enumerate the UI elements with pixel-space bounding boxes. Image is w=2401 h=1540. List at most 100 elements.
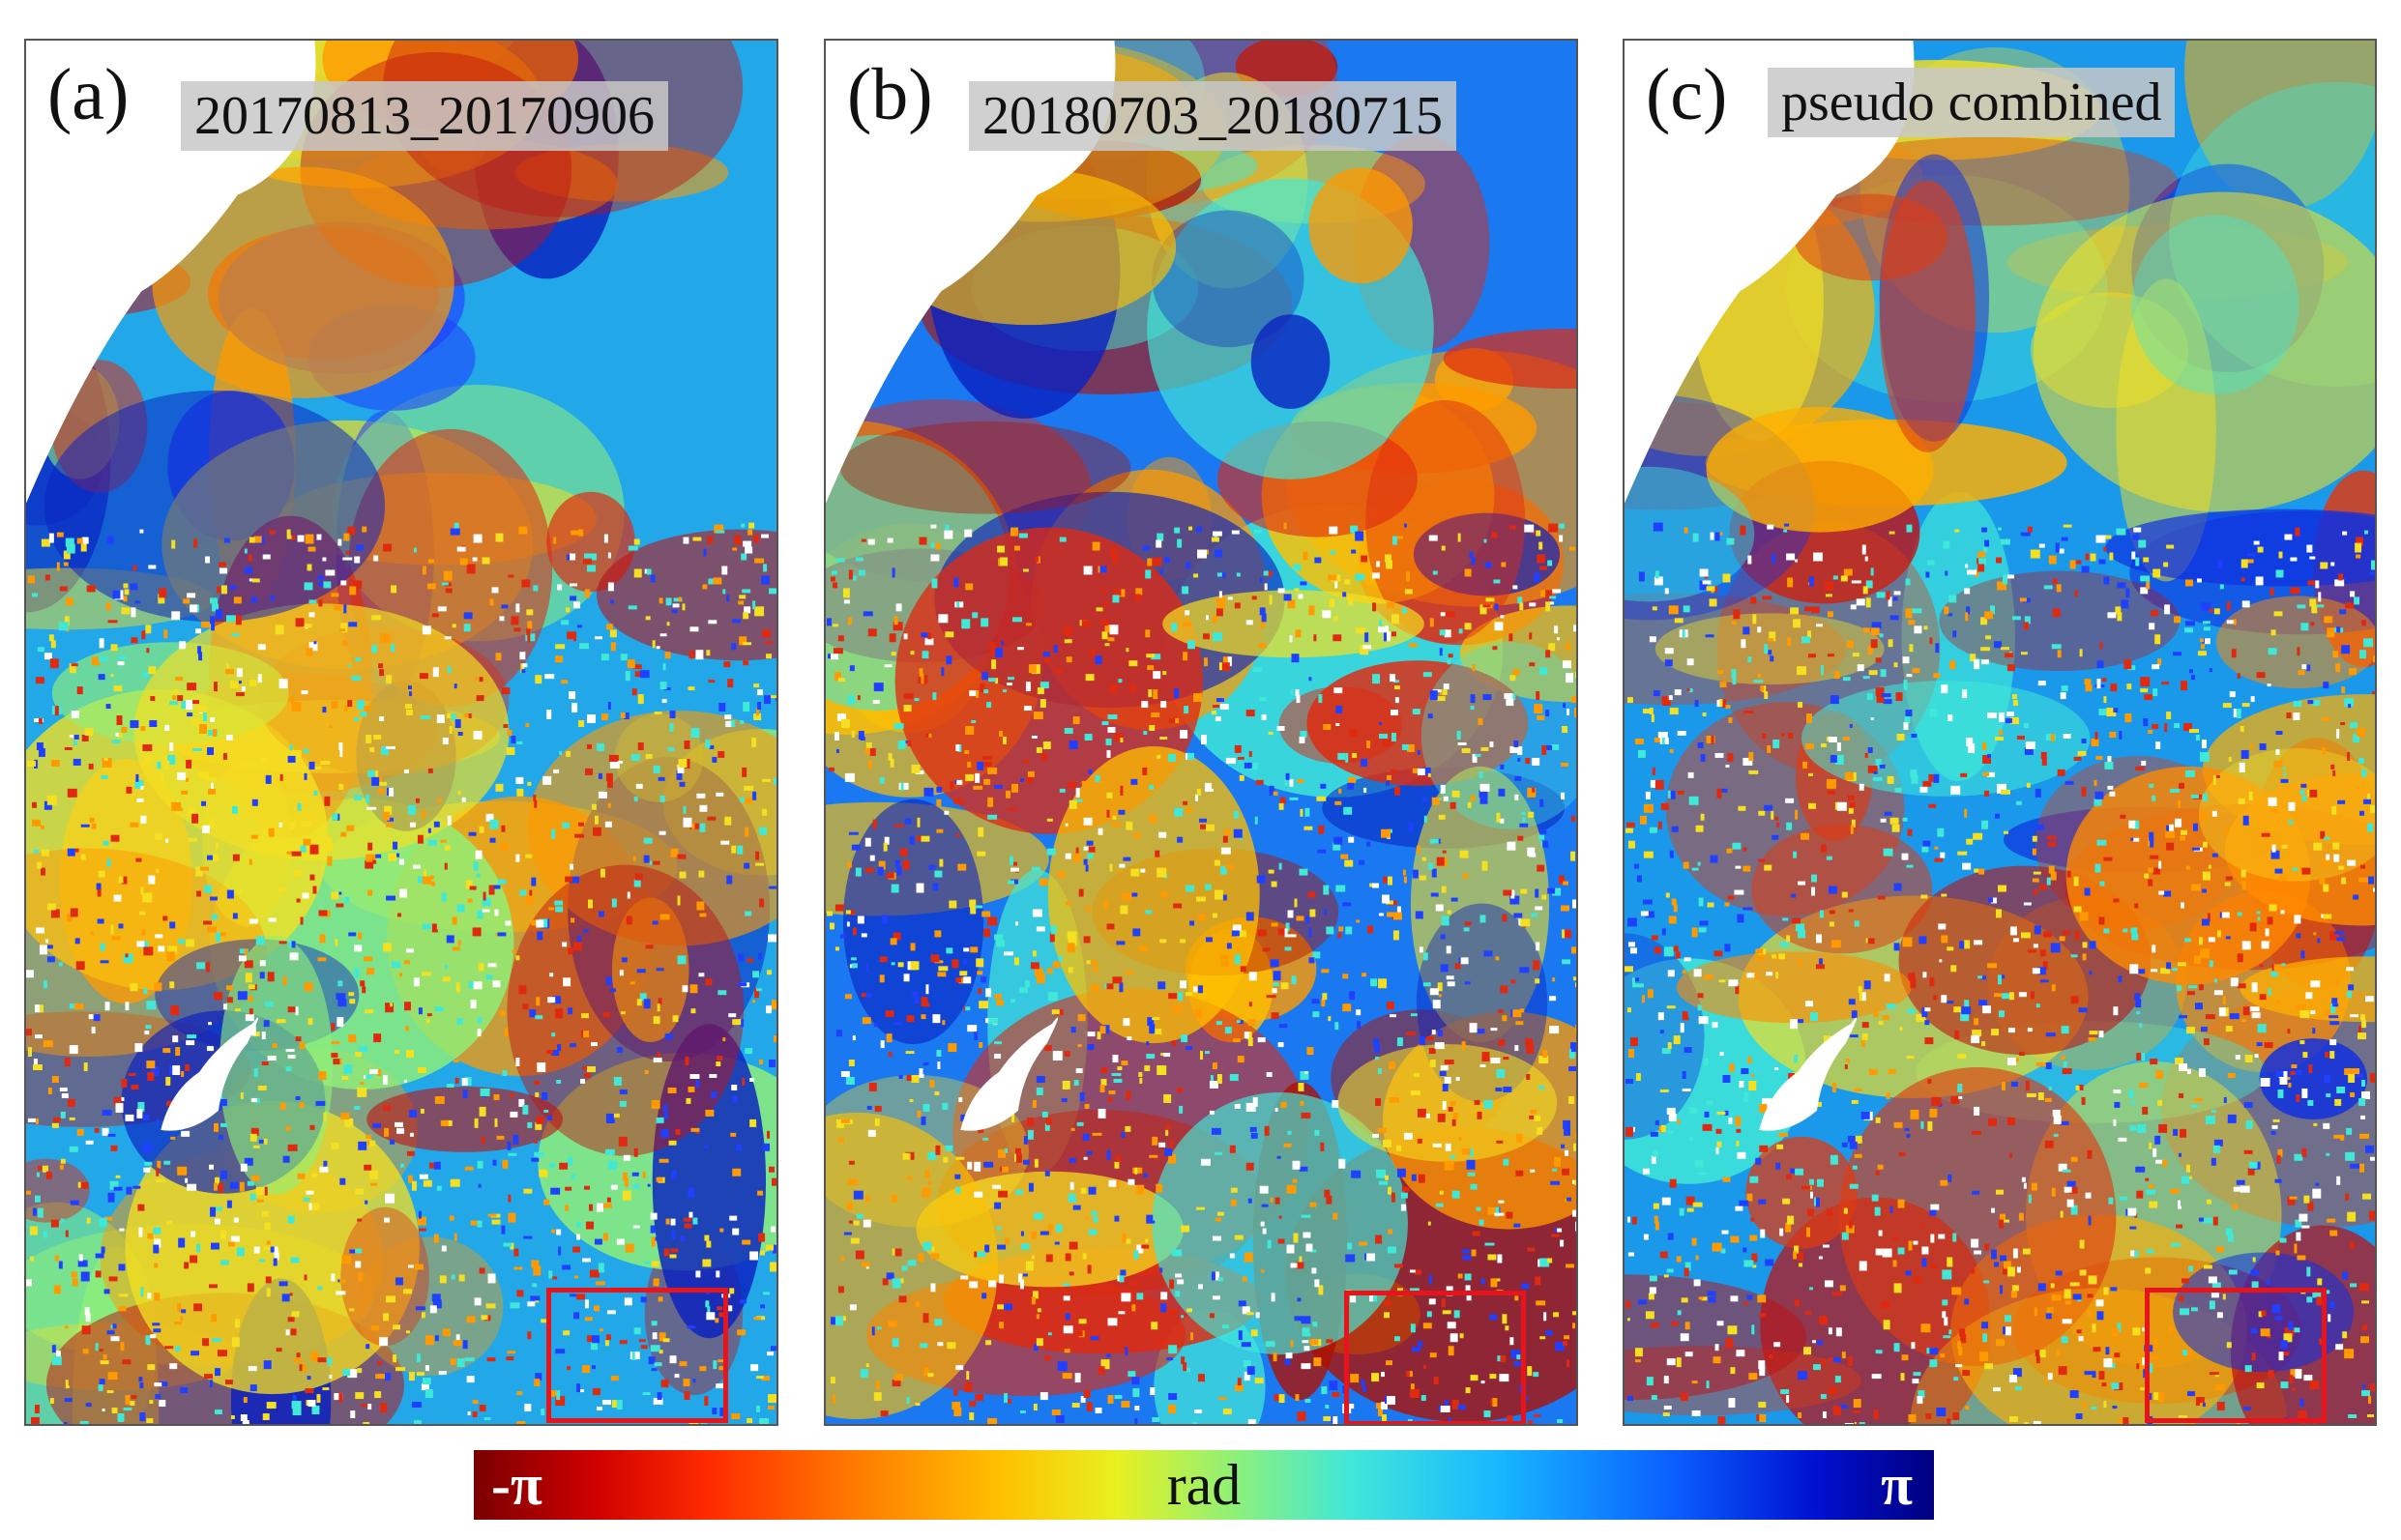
speckle (1385, 1175, 1389, 1180)
speckle (1458, 1136, 1462, 1141)
speckle (2248, 791, 2253, 800)
speckle (1962, 1370, 1971, 1377)
speckle (1082, 1253, 1087, 1260)
speckle (739, 595, 747, 599)
speckle (331, 1273, 336, 1282)
speckle (2213, 978, 2217, 983)
speckle (1381, 1402, 1389, 1410)
speckle (400, 1163, 404, 1168)
speckle (691, 823, 695, 829)
speckle (1036, 1087, 1043, 1095)
speckle (1087, 1032, 1096, 1037)
speckle (1725, 764, 1730, 768)
speckle (215, 609, 222, 620)
phase-blob (507, 864, 745, 1156)
speckle (1922, 840, 1931, 847)
speckle (1941, 995, 1947, 1003)
speckle (139, 529, 144, 534)
speckle (2299, 1040, 2305, 1045)
speckle (1410, 1090, 1420, 1095)
speckle (122, 1359, 132, 1365)
speckle (1100, 1359, 1110, 1370)
speckle (2051, 1187, 2056, 1197)
speckle (2312, 1422, 2318, 1424)
speckle (917, 817, 921, 828)
speckle (73, 740, 77, 745)
speckle (2051, 984, 2056, 992)
speckle (627, 891, 630, 899)
speckle (1559, 535, 1564, 542)
speckle (2237, 912, 2242, 916)
speckle (311, 1173, 318, 1177)
speckle (1141, 1244, 1150, 1249)
speckle (1898, 1151, 1906, 1156)
speckle (2307, 1099, 2314, 1106)
speckle (466, 1316, 476, 1323)
speckle (1219, 572, 1226, 578)
speckle (602, 1203, 612, 1208)
speckle (1106, 983, 1114, 990)
speckle (923, 787, 934, 797)
speckle (1426, 1311, 1432, 1318)
speckle (1264, 1125, 1270, 1136)
speckle (1304, 807, 1310, 817)
speckle (1680, 1333, 1689, 1342)
speckle (1506, 1211, 1513, 1219)
speckle (266, 1402, 277, 1409)
speckle (1326, 1339, 1333, 1344)
speckle (1674, 689, 1682, 696)
speckle (1156, 1183, 1163, 1193)
speckle (1661, 696, 1671, 707)
speckle (409, 822, 416, 828)
speckle (37, 1004, 44, 1013)
speckle (2229, 1013, 2240, 1020)
speckle (95, 1270, 102, 1278)
speckle (2240, 749, 2249, 759)
speckle (196, 962, 206, 970)
speckle (1204, 782, 1212, 792)
speckle (570, 863, 574, 870)
speckle (945, 631, 954, 638)
speckle (2306, 1296, 2313, 1303)
speckle (309, 874, 315, 881)
speckle (619, 1340, 628, 1345)
speckle (1455, 1077, 1460, 1081)
speckle (1348, 776, 1357, 783)
speckle (474, 1118, 479, 1128)
speckle (501, 1225, 506, 1235)
speckle (2101, 1382, 2107, 1387)
speckle (431, 923, 437, 933)
speckle (605, 1113, 614, 1123)
speckle (927, 1151, 937, 1160)
speckle (1047, 1332, 1052, 1336)
speckle (1934, 846, 1939, 850)
speckle (2359, 1163, 2365, 1173)
speckle (731, 845, 737, 854)
speckle (337, 999, 347, 1007)
speckle (893, 1022, 903, 1026)
speckle (263, 1246, 273, 1250)
speckle (2187, 991, 2195, 996)
speckle (65, 597, 73, 606)
speckle (1329, 526, 1338, 535)
speckle (1222, 835, 1228, 843)
speckle (909, 835, 915, 845)
speckle (1726, 538, 1735, 545)
speckle (2000, 538, 2010, 545)
speckle (468, 831, 477, 836)
speckle (1230, 1187, 1238, 1193)
speckle (732, 547, 738, 551)
speckle (291, 941, 296, 948)
speckle (91, 656, 99, 666)
speckle (1028, 664, 1037, 674)
speckle (2069, 560, 2076, 569)
speckle (1194, 1009, 1202, 1019)
speckle (527, 1121, 533, 1128)
speckle (1790, 607, 1800, 615)
speckle (990, 648, 997, 656)
speckle (874, 1105, 882, 1112)
speckle (1669, 748, 1674, 753)
speckle (762, 778, 772, 782)
speckle (492, 980, 501, 988)
speckle (2370, 1156, 2375, 1161)
